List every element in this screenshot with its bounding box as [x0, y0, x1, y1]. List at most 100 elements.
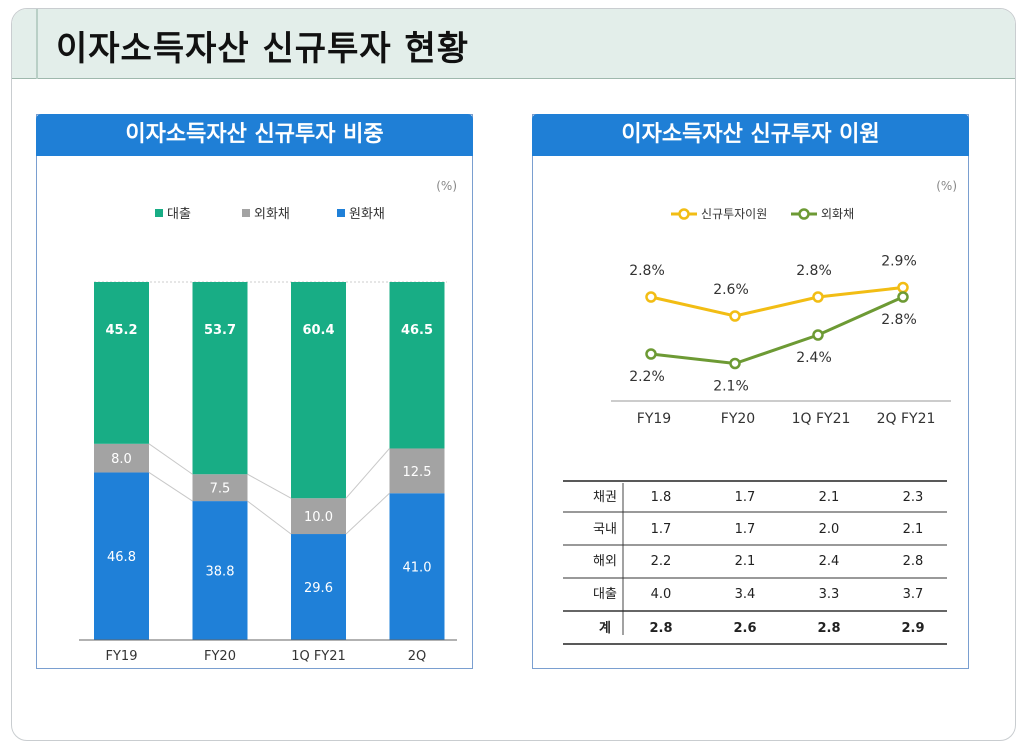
- line-point-1-3: [897, 291, 909, 303]
- yield-panel-title: 이자소득자산 신규투자 이원: [532, 114, 969, 156]
- table-cell-1-1: 1.7: [735, 522, 756, 537]
- connector-top-2: [345, 448, 390, 499]
- legend-label-2: 원화채: [349, 207, 385, 222]
- line-point-1-0: [645, 348, 657, 360]
- legend-swatch-2: [337, 209, 345, 217]
- line-label-1-1: 2.1%: [713, 379, 749, 395]
- line-x-tick-0: FY19: [637, 411, 671, 427]
- share-panel-title: 이자소득자산 신규투자 비중: [36, 114, 473, 156]
- table-row-label-4: 계: [599, 621, 611, 636]
- table-row-label-3: 대출: [593, 587, 617, 602]
- table-cell-3-3: 3.7: [903, 587, 924, 602]
- bar-label-2-2: 60.4: [302, 323, 334, 338]
- table-cell-2-3: 2.8: [903, 554, 924, 569]
- yield-unit-label: (%): [936, 179, 957, 193]
- line-label-0-3: 2.9%: [881, 254, 917, 270]
- table-cell-2-1: 2.1: [735, 554, 756, 569]
- line-point-0-0: [645, 291, 657, 303]
- table-cell-3-2: 3.3: [819, 587, 840, 602]
- bar-label-0-0: 46.8: [107, 550, 136, 565]
- share-stacked-bar-chart: (%) 대출 외화채 원화채 46.8 8.0 45.2 FY19 38.8 7.5 53.7 FY2…: [79, 179, 457, 664]
- table-cell-3-1: 3.4: [735, 587, 756, 602]
- x-tick-3: 2Q: [408, 649, 427, 664]
- line-label-1-0: 2.2%: [629, 369, 665, 385]
- table-cell-1-2: 2.0: [819, 522, 840, 537]
- table-cell-4-3: 2.9: [901, 621, 924, 636]
- bar-label-2-3: 46.5: [401, 323, 433, 338]
- share-unit-label: (%): [436, 179, 457, 193]
- connector-bottom-2: [345, 492, 390, 535]
- bar-segment-2-2: [291, 282, 346, 499]
- table-row-label-2: 해외: [593, 554, 617, 569]
- legend-label-0: 대출: [167, 207, 191, 222]
- yield-line-chart: (%) 신규투자이원 외화채 2.8% 2.6% 2.8% 2.9% 2.2% 2.1% 2.4%…: [563, 179, 957, 645]
- line-label-1-2: 2.4%: [796, 350, 832, 366]
- table-cell-0-0: 1.8: [651, 490, 672, 505]
- line-x-tick-2: 1Q FY21: [792, 411, 851, 427]
- bar-segment-1-3: [389, 448, 445, 494]
- line-point-0-1: [729, 310, 741, 322]
- table-cell-1-3: 2.1: [903, 522, 924, 537]
- table-row-label-0: 채권: [593, 490, 617, 505]
- table-cell-0-3: 2.3: [903, 490, 924, 505]
- line-label-1-3: 2.8%: [881, 312, 917, 328]
- bar-segment-1-1: [192, 474, 248, 502]
- x-tick-1: FY20: [204, 649, 236, 664]
- line-legend-marker-0: [678, 208, 690, 220]
- bar-label-2-1: 53.7: [204, 323, 236, 338]
- table-cell-4-2: 2.8: [817, 621, 840, 636]
- x-tick-2: 1Q FY21: [291, 649, 346, 664]
- bar-label-0-1: 38.8: [206, 565, 235, 580]
- line-legend-label-0: 신규투자이원: [701, 207, 767, 221]
- connector-bottom-0: [148, 472, 193, 502]
- table-cell-2-0: 2.2: [651, 554, 672, 569]
- bar-label-1-0: 8.0: [111, 452, 132, 467]
- table-cell-0-2: 2.1: [819, 490, 840, 505]
- x-tick-0: FY19: [106, 649, 138, 664]
- line-x-tick-3: 2Q FY21: [877, 411, 936, 427]
- bar-segment-0-1: [192, 501, 248, 640]
- bar-segment-1-2: [291, 498, 346, 535]
- legend-swatch-1: [242, 209, 250, 217]
- connector-bottom-1: [247, 500, 292, 535]
- table-cell-1-0: 1.7: [651, 522, 672, 537]
- bar-segment-2-3: [389, 282, 445, 449]
- bar-segment-0-0: [94, 472, 149, 640]
- table-row-label-1: 국내: [593, 522, 617, 537]
- connector-top-1: [247, 473, 292, 499]
- line-series-0: [650, 286, 904, 318]
- connector-top-0: [148, 443, 193, 475]
- share-panel: 이자소득자산 신규투자 비중 (%) 대출 외화채 원화채 46.8 8.0 45.2 FY1…: [36, 114, 473, 669]
- bar-label-1-2: 10.0: [304, 510, 333, 525]
- line-series-1: [650, 295, 904, 366]
- line-label-0-0: 2.8%: [629, 263, 665, 279]
- table-cell-4-1: 2.6: [733, 621, 756, 636]
- legend-swatch-0: [155, 209, 163, 217]
- bar-label-0-3: 41.0: [403, 561, 432, 576]
- line-x-tick-1: FY20: [721, 411, 755, 427]
- bar-label-1-1: 7.5: [210, 482, 231, 497]
- line-legend-label-1: 외화채: [821, 207, 854, 221]
- line-point-0-2: [812, 291, 824, 303]
- table-cell-4-0: 2.8: [649, 621, 672, 636]
- line-legend-marker-1: [798, 208, 810, 220]
- line-point-0-3: [897, 281, 909, 294]
- page-title: 이자소득자산 신규투자 현황: [56, 29, 470, 69]
- table-cell-2-2: 2.4: [819, 554, 840, 569]
- bar-segment-2-1: [192, 282, 248, 475]
- table-cell-0-1: 1.7: [735, 490, 756, 505]
- bar-segment-2-0: [94, 282, 149, 444]
- bar-label-0-2: 29.6: [304, 581, 333, 596]
- bar-label-2-0: 45.2: [105, 323, 137, 338]
- title-bar: 이자소득자산 신규투자 현황: [12, 9, 1015, 79]
- title-accent: [36, 9, 38, 79]
- bar-segment-0-2: [291, 534, 346, 640]
- bar-segment-1-0: [94, 443, 149, 473]
- line-label-0-1: 2.6%: [713, 282, 749, 298]
- line-point-1-2: [812, 329, 824, 341]
- bar-segment-0-3: [389, 493, 445, 640]
- line-point-1-1: [729, 357, 741, 370]
- table-cell-3-0: 4.0: [651, 587, 672, 602]
- legend-label-1: 외화채: [254, 207, 290, 222]
- bar-label-1-3: 12.5: [403, 465, 432, 480]
